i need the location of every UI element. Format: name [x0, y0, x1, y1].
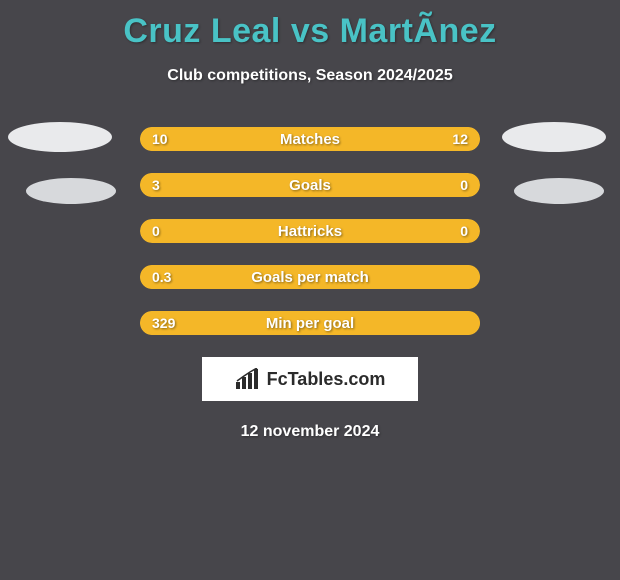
stat-row: 1012Matches: [140, 127, 480, 151]
avatar-blob: [26, 178, 116, 204]
player1-name: Cruz Leal: [123, 12, 281, 50]
stat-label: Min per goal: [140, 311, 480, 335]
stat-label: Goals per match: [140, 265, 480, 289]
stat-row: 00Hattricks: [140, 219, 480, 243]
stat-label: Matches: [140, 127, 480, 151]
stat-label: Hattricks: [140, 219, 480, 243]
stats-panel: 1012Matches 30Goals 00Hattricks 0.3Goals pe…: [140, 127, 480, 335]
stat-row: 0.3Goals per match: [140, 265, 480, 289]
stat-label: Goals: [140, 173, 480, 197]
avatar-blob: [514, 178, 604, 204]
source-badge: FcTables.com: [202, 357, 418, 401]
stat-row: 329Min per goal: [140, 311, 480, 335]
avatar-blob: [8, 122, 112, 152]
bars-icon: [235, 368, 261, 390]
player2-name: MartÃ­nez: [340, 12, 497, 50]
page-title: Cruz Leal vs MartÃ­nez: [0, 0, 620, 51]
vs-separator: vs: [281, 12, 340, 50]
stat-row: 30Goals: [140, 173, 480, 197]
datestamp: 12 november 2024: [0, 423, 620, 441]
avatar-blob: [502, 122, 606, 152]
subtitle: Club competitions, Season 2024/2025: [0, 67, 620, 85]
source-badge-text: FcTables.com: [267, 369, 386, 390]
